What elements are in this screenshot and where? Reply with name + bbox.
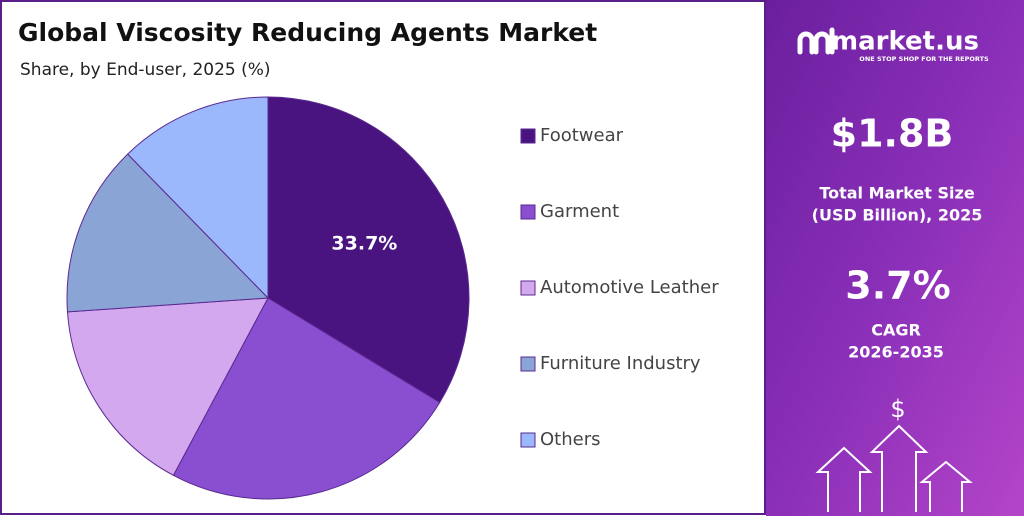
market-size: $1.8B	[831, 112, 954, 156]
legend: Footwear Garment Automotive Leather Furnitu…	[520, 125, 719, 450]
arrows-icon	[815, 424, 973, 512]
cagr: 3.7%	[845, 264, 950, 308]
cagr-label: CAGR	[871, 321, 921, 340]
pie-slice	[66, 153, 270, 313]
legend-label: Footwear	[540, 125, 624, 146]
legend-label: Automotive Leather	[540, 277, 719, 298]
chart-title: Global Viscosity Reducing Agents Market	[18, 18, 597, 47]
legend-label: Others	[540, 429, 601, 450]
pie-slice	[126, 96, 269, 300]
market-size-label: (USD Billion), 2025	[812, 206, 983, 225]
pie-slice	[172, 297, 441, 500]
legend-swatch	[520, 356, 536, 372]
logo	[797, 27, 835, 55]
brand: market.us	[831, 27, 979, 57]
pie-slice	[66, 297, 269, 477]
value-label: 33.7%	[331, 232, 397, 254]
side-content: market.us ONE STOP SHOP FOR THE REPORTS …	[797, 27, 989, 512]
pie: 33.7%	[66, 96, 470, 500]
pie-slice	[267, 96, 470, 404]
legend-swatch	[520, 204, 536, 220]
legend-swatch	[520, 432, 536, 448]
side-panel	[766, 0, 1024, 516]
legend-swatch	[520, 128, 536, 144]
dollar-icon: $	[890, 395, 905, 423]
cagr-label: 2026-2035	[848, 343, 944, 362]
legend-swatch	[520, 280, 536, 296]
legend-label: Garment	[540, 201, 619, 222]
chart-subtitle: Share, by End-user, 2025 (%)	[20, 60, 271, 80]
tagline: ONE STOP SHOP FOR THE REPORTS	[859, 55, 989, 63]
legend-label: Furniture Industry	[540, 353, 701, 374]
market-size-label: Total Market Size	[819, 184, 974, 203]
